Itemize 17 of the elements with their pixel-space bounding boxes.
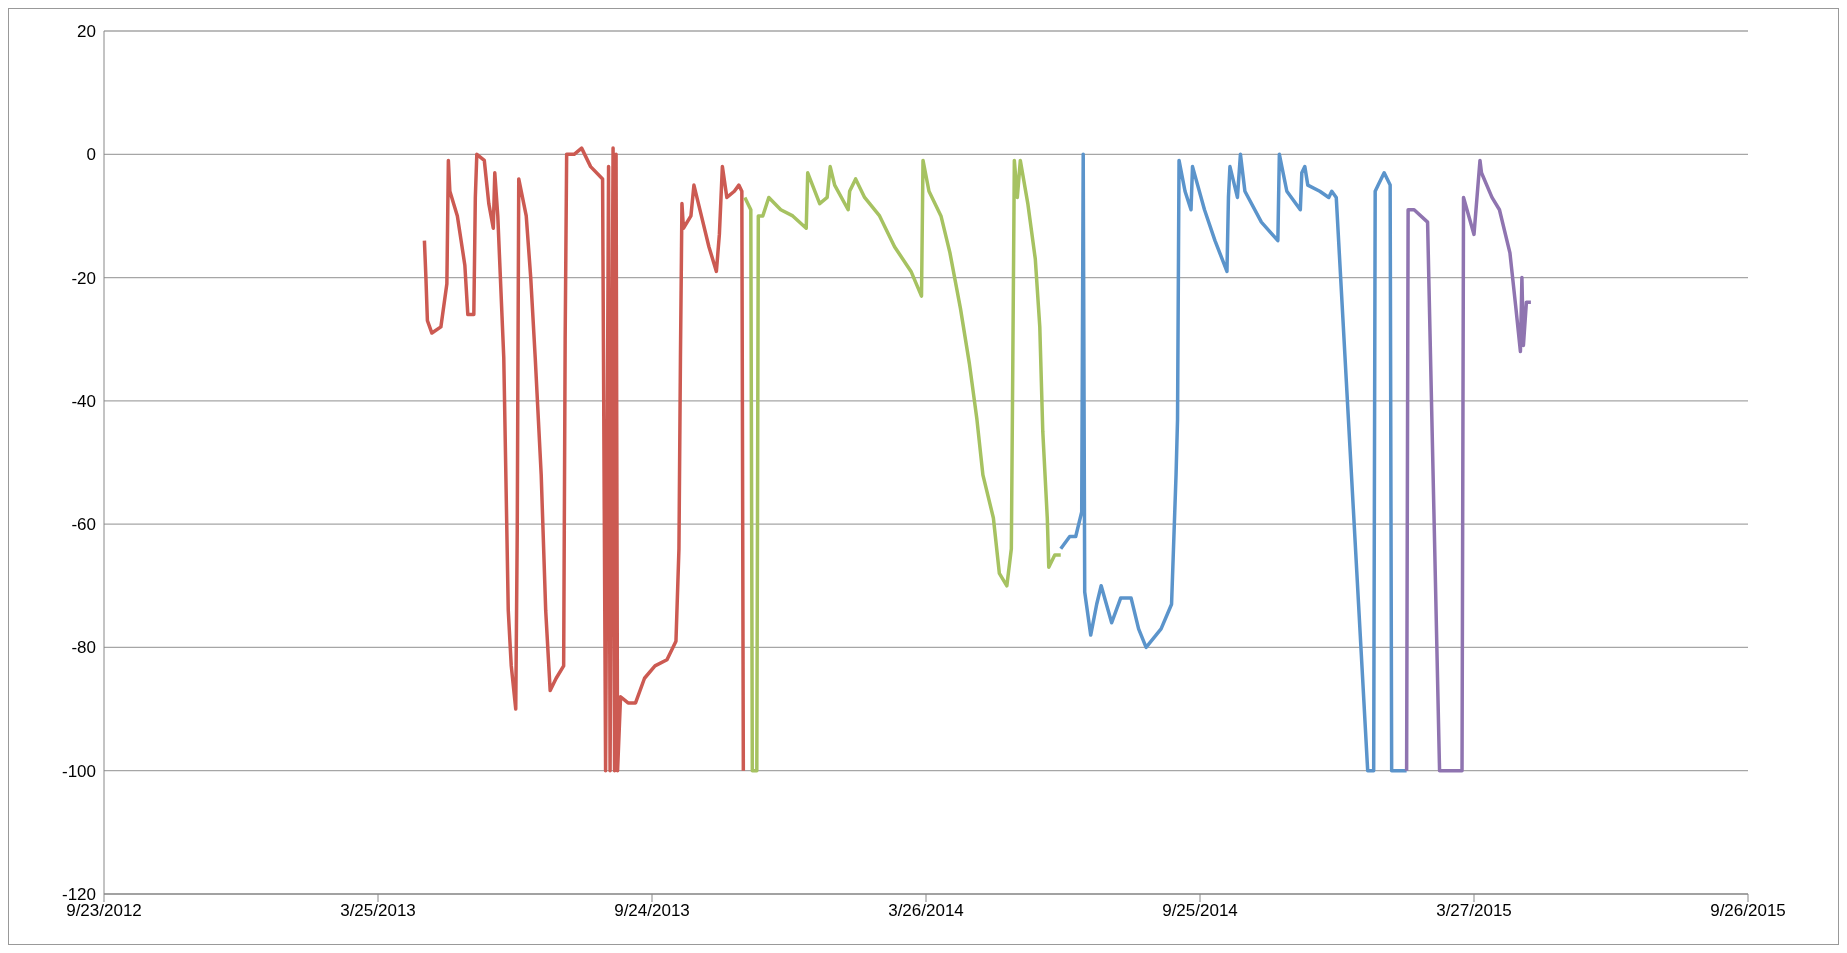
line-series (1059, 152, 1409, 773)
line-series (743, 158, 1063, 773)
line-series (1404, 158, 1533, 773)
y-tick-label: 0 (86, 145, 96, 165)
y-tick-label: -20 (71, 268, 96, 288)
x-tick-label: 3/27/2015 (1436, 901, 1512, 921)
y-tick-label: 20 (77, 22, 96, 42)
y-tick-label: -40 (71, 391, 96, 411)
x-tick-label: 9/26/2015 (1710, 901, 1786, 921)
y-tick-label: -80 (71, 638, 96, 658)
x-tick-label: 3/26/2014 (888, 901, 964, 921)
line-series (422, 146, 746, 773)
x-tick-label: 9/25/2014 (1162, 901, 1238, 921)
y-tick-label: -60 (71, 515, 96, 535)
x-tick-label: 9/24/2013 (614, 901, 690, 921)
y-tick-label: -100 (61, 761, 96, 781)
x-tick-label: 3/25/2013 (340, 901, 416, 921)
